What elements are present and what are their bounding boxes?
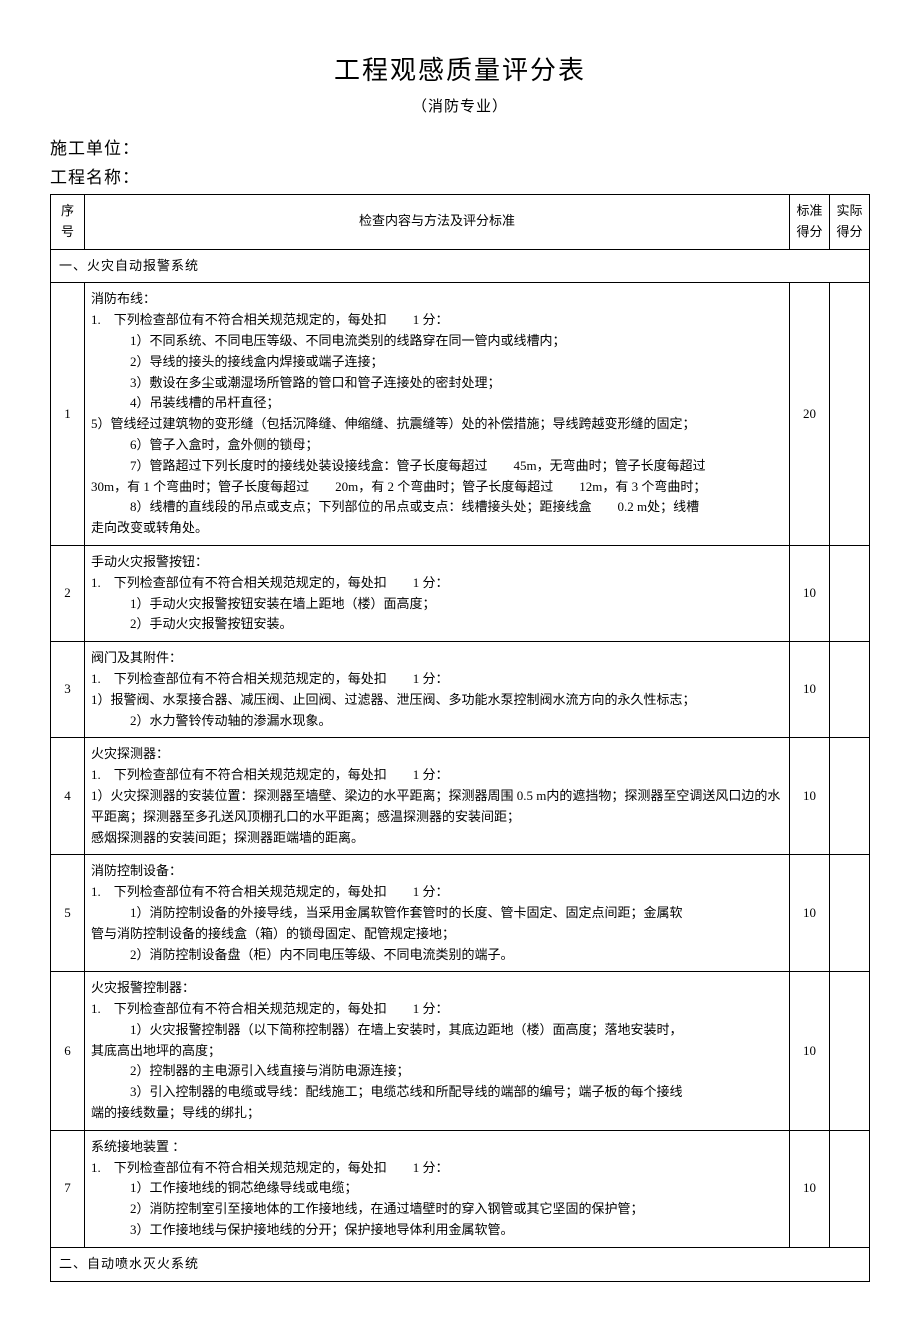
content-line: 2）消防控制设备盘（柜）内不同电压等级、不同电流类别的端子。	[91, 945, 783, 966]
content-line: 1）手动火灾报警按钮安装在墙上距地（楼）面高度；	[91, 594, 783, 615]
content-line: 7）管路超过下列长度时的接线处装设接线盒：管子长度每超过 45m，无弯曲时；管子…	[91, 456, 783, 477]
table-row: 2手动火灾报警按钮：1. 下列检查部位有不符合相关规范规定的，每处扣 1 分：1…	[51, 545, 870, 641]
content-line: 5）管线经过建筑物的变形缝（包括沉降缝、伸缩缝、抗震缝等）处的补偿措施；导线跨越…	[91, 414, 783, 435]
std-score: 10	[790, 545, 830, 641]
actual-score[interactable]	[830, 738, 870, 855]
row-number: 1	[51, 283, 85, 546]
table-row: 1消防布线：1. 下列检查部位有不符合相关规范规定的，每处扣 1 分：1）不同系…	[51, 283, 870, 546]
content-line: 1）火灾探测器的安装位置：探测器至墙壁、梁边的水平距离；探测器周围 0.5 m内…	[91, 786, 783, 828]
content-line: 1. 下列检查部位有不符合相关规范规定的，每处扣 1 分：	[91, 310, 783, 331]
actual-score[interactable]	[830, 642, 870, 738]
content-cell: 火灾探测器：1. 下列检查部位有不符合相关规范规定的，每处扣 1 分：1）火灾探…	[85, 738, 790, 855]
actual-score[interactable]	[830, 1130, 870, 1247]
content-line: 2）手动火灾报警按钮安装。	[91, 614, 783, 635]
content-line: 1）消防控制设备的外接导线，当采用金属软管作套管时的长度、管卡固定、固定点间距；…	[91, 903, 783, 924]
content-line: 1. 下列检查部位有不符合相关规范规定的，每处扣 1 分：	[91, 573, 783, 594]
content-line: 8）线槽的直线段的吊点或支点；下列部位的吊点或支点：线槽接头处；距接线盒 0.2…	[91, 497, 783, 518]
table-row: 3阀门及其附件：1. 下列检查部位有不符合相关规范规定的，每处扣 1 分：1）报…	[51, 642, 870, 738]
row-number: 5	[51, 855, 85, 972]
content-line: 火灾报警控制器：	[91, 978, 783, 999]
actual-score[interactable]	[830, 545, 870, 641]
content-cell: 系统接地装置 ：1. 下列检查部位有不符合相关规范规定的，每处扣 1 分：1）工…	[85, 1130, 790, 1247]
content-line: 30m，有 1 个弯曲时；管子长度每超过 20m，有 2 个弯曲时；管子长度每超…	[91, 477, 783, 498]
content-line: 感烟探测器的安装间距；探测器距端墙的距离。	[91, 828, 783, 849]
content-line: 1）不同系统、不同电压等级、不同电流类别的线路穿在同一管内或线槽内；	[91, 331, 783, 352]
content-line: 3）敷设在多尘或潮湿场所管路的管口和管子连接处的密封处理；	[91, 373, 783, 394]
row-number: 2	[51, 545, 85, 641]
content-line: 2）控制器的主电源引入线直接与消防电源连接；	[91, 1061, 783, 1082]
row-number: 6	[51, 972, 85, 1131]
content-line: 1. 下列检查部位有不符合相关规范规定的，每处扣 1 分：	[91, 669, 783, 690]
header-act: 实际得分	[830, 195, 870, 250]
std-score: 10	[790, 642, 830, 738]
content-line: 6）管子入盒时，盒外侧的锁母；	[91, 435, 783, 456]
section-row: 二、自动喷水灭火系统	[51, 1247, 870, 1281]
content-line: 手动火灾报警按钮：	[91, 552, 783, 573]
std-score: 10	[790, 1130, 830, 1247]
section-label: 二、自动喷水灭火系统	[51, 1247, 870, 1281]
content-line: 2）导线的接头的接线盒内焊接或端子连接；	[91, 352, 783, 373]
row-number: 7	[51, 1130, 85, 1247]
content-line: 2）消防控制室引至接地体的工作接地线，在通过墙壁时的穿入钢管或其它坚固的保护管；	[91, 1199, 783, 1220]
content-line: 端的接线数量；导线的绑扎；	[91, 1103, 783, 1124]
section-row: 一、火灾自动报警系统	[51, 249, 870, 283]
content-line: 4）吊装线槽的吊杆直径；	[91, 393, 783, 414]
actual-score[interactable]	[830, 972, 870, 1131]
content-line: 阀门及其附件：	[91, 648, 783, 669]
content-line: 1）工作接地线的铜芯绝缘导线或电缆；	[91, 1178, 783, 1199]
score-table: 序号 检查内容与方法及评分标准 标准得分 实际得分 一、火灾自动报警系统1消防布…	[50, 194, 870, 1282]
content-line: 消防布线：	[91, 289, 783, 310]
table-header-row: 序号 检查内容与方法及评分标准 标准得分 实际得分	[51, 195, 870, 250]
table-body: 一、火灾自动报警系统1消防布线：1. 下列检查部位有不符合相关规范规定的，每处扣…	[51, 249, 870, 1281]
std-score: 20	[790, 283, 830, 546]
content-cell: 手动火灾报警按钮：1. 下列检查部位有不符合相关规范规定的，每处扣 1 分：1）…	[85, 545, 790, 641]
content-line: 消防控制设备：	[91, 861, 783, 882]
table-row: 4火灾探测器：1. 下列检查部位有不符合相关规范规定的，每处扣 1 分：1）火灾…	[51, 738, 870, 855]
row-number: 4	[51, 738, 85, 855]
content-cell: 火灾报警控制器：1. 下列检查部位有不符合相关规范规定的，每处扣 1 分：1）火…	[85, 972, 790, 1131]
table-row: 7系统接地装置 ：1. 下列检查部位有不符合相关规范规定的，每处扣 1 分：1）…	[51, 1130, 870, 1247]
header-std: 标准得分	[790, 195, 830, 250]
content-line: 2）水力警铃传动轴的渗漏水现象。	[91, 711, 783, 732]
content-line: 走向改变或转角处。	[91, 518, 783, 539]
content-cell: 消防控制设备：1. 下列检查部位有不符合相关规范规定的，每处扣 1 分：1）消防…	[85, 855, 790, 972]
header-num: 序号	[51, 195, 85, 250]
section-label: 一、火灾自动报警系统	[51, 249, 870, 283]
project-label: 工程名称：	[50, 163, 870, 188]
actual-score[interactable]	[830, 283, 870, 546]
row-number: 3	[51, 642, 85, 738]
content-line: 管与消防控制设备的接线盒（箱）的锁母固定、配管规定接地；	[91, 924, 783, 945]
header-content: 检查内容与方法及评分标准	[85, 195, 790, 250]
content-line: 1. 下列检查部位有不符合相关规范规定的，每处扣 1 分：	[91, 999, 783, 1020]
content-line: 1. 下列检查部位有不符合相关规范规定的，每处扣 1 分：	[91, 882, 783, 903]
std-score: 10	[790, 855, 830, 972]
table-row: 5消防控制设备：1. 下列检查部位有不符合相关规范规定的，每处扣 1 分：1）消…	[51, 855, 870, 972]
content-line: 1. 下列检查部位有不符合相关规范规定的，每处扣 1 分：	[91, 765, 783, 786]
page-subtitle: （消防专业）	[50, 95, 870, 116]
content-line: 其底高出地坪的高度；	[91, 1041, 783, 1062]
content-cell: 阀门及其附件：1. 下列检查部位有不符合相关规范规定的，每处扣 1 分：1）报警…	[85, 642, 790, 738]
table-row: 6火灾报警控制器：1. 下列检查部位有不符合相关规范规定的，每处扣 1 分：1）…	[51, 972, 870, 1131]
builder-label: 施工单位：	[50, 134, 870, 159]
content-line: 1. 下列检查部位有不符合相关规范规定的，每处扣 1 分：	[91, 1158, 783, 1179]
std-score: 10	[790, 972, 830, 1131]
content-line: 1）报警阀、水泵接合器、减压阀、止回阀、过滤器、泄压阀、多功能水泵控制阀水流方向…	[91, 690, 783, 711]
std-score: 10	[790, 738, 830, 855]
content-line: 火灾探测器：	[91, 744, 783, 765]
page-title: 工程观感质量评分表	[50, 50, 870, 87]
content-line: 3）引入控制器的电缆或导线：配线施工；电缆芯线和所配导线的端部的编号；端子板的每…	[91, 1082, 783, 1103]
content-line: 3）工作接地线与保护接地线的分开；保护接地导体利用金属软管。	[91, 1220, 783, 1241]
content-cell: 消防布线：1. 下列检查部位有不符合相关规范规定的，每处扣 1 分：1）不同系统…	[85, 283, 790, 546]
content-line: 系统接地装置 ：	[91, 1137, 783, 1158]
actual-score[interactable]	[830, 855, 870, 972]
content-line: 1）火灾报警控制器（以下简称控制器）在墙上安装时，其底边距地（楼）面高度；落地安…	[91, 1020, 783, 1041]
